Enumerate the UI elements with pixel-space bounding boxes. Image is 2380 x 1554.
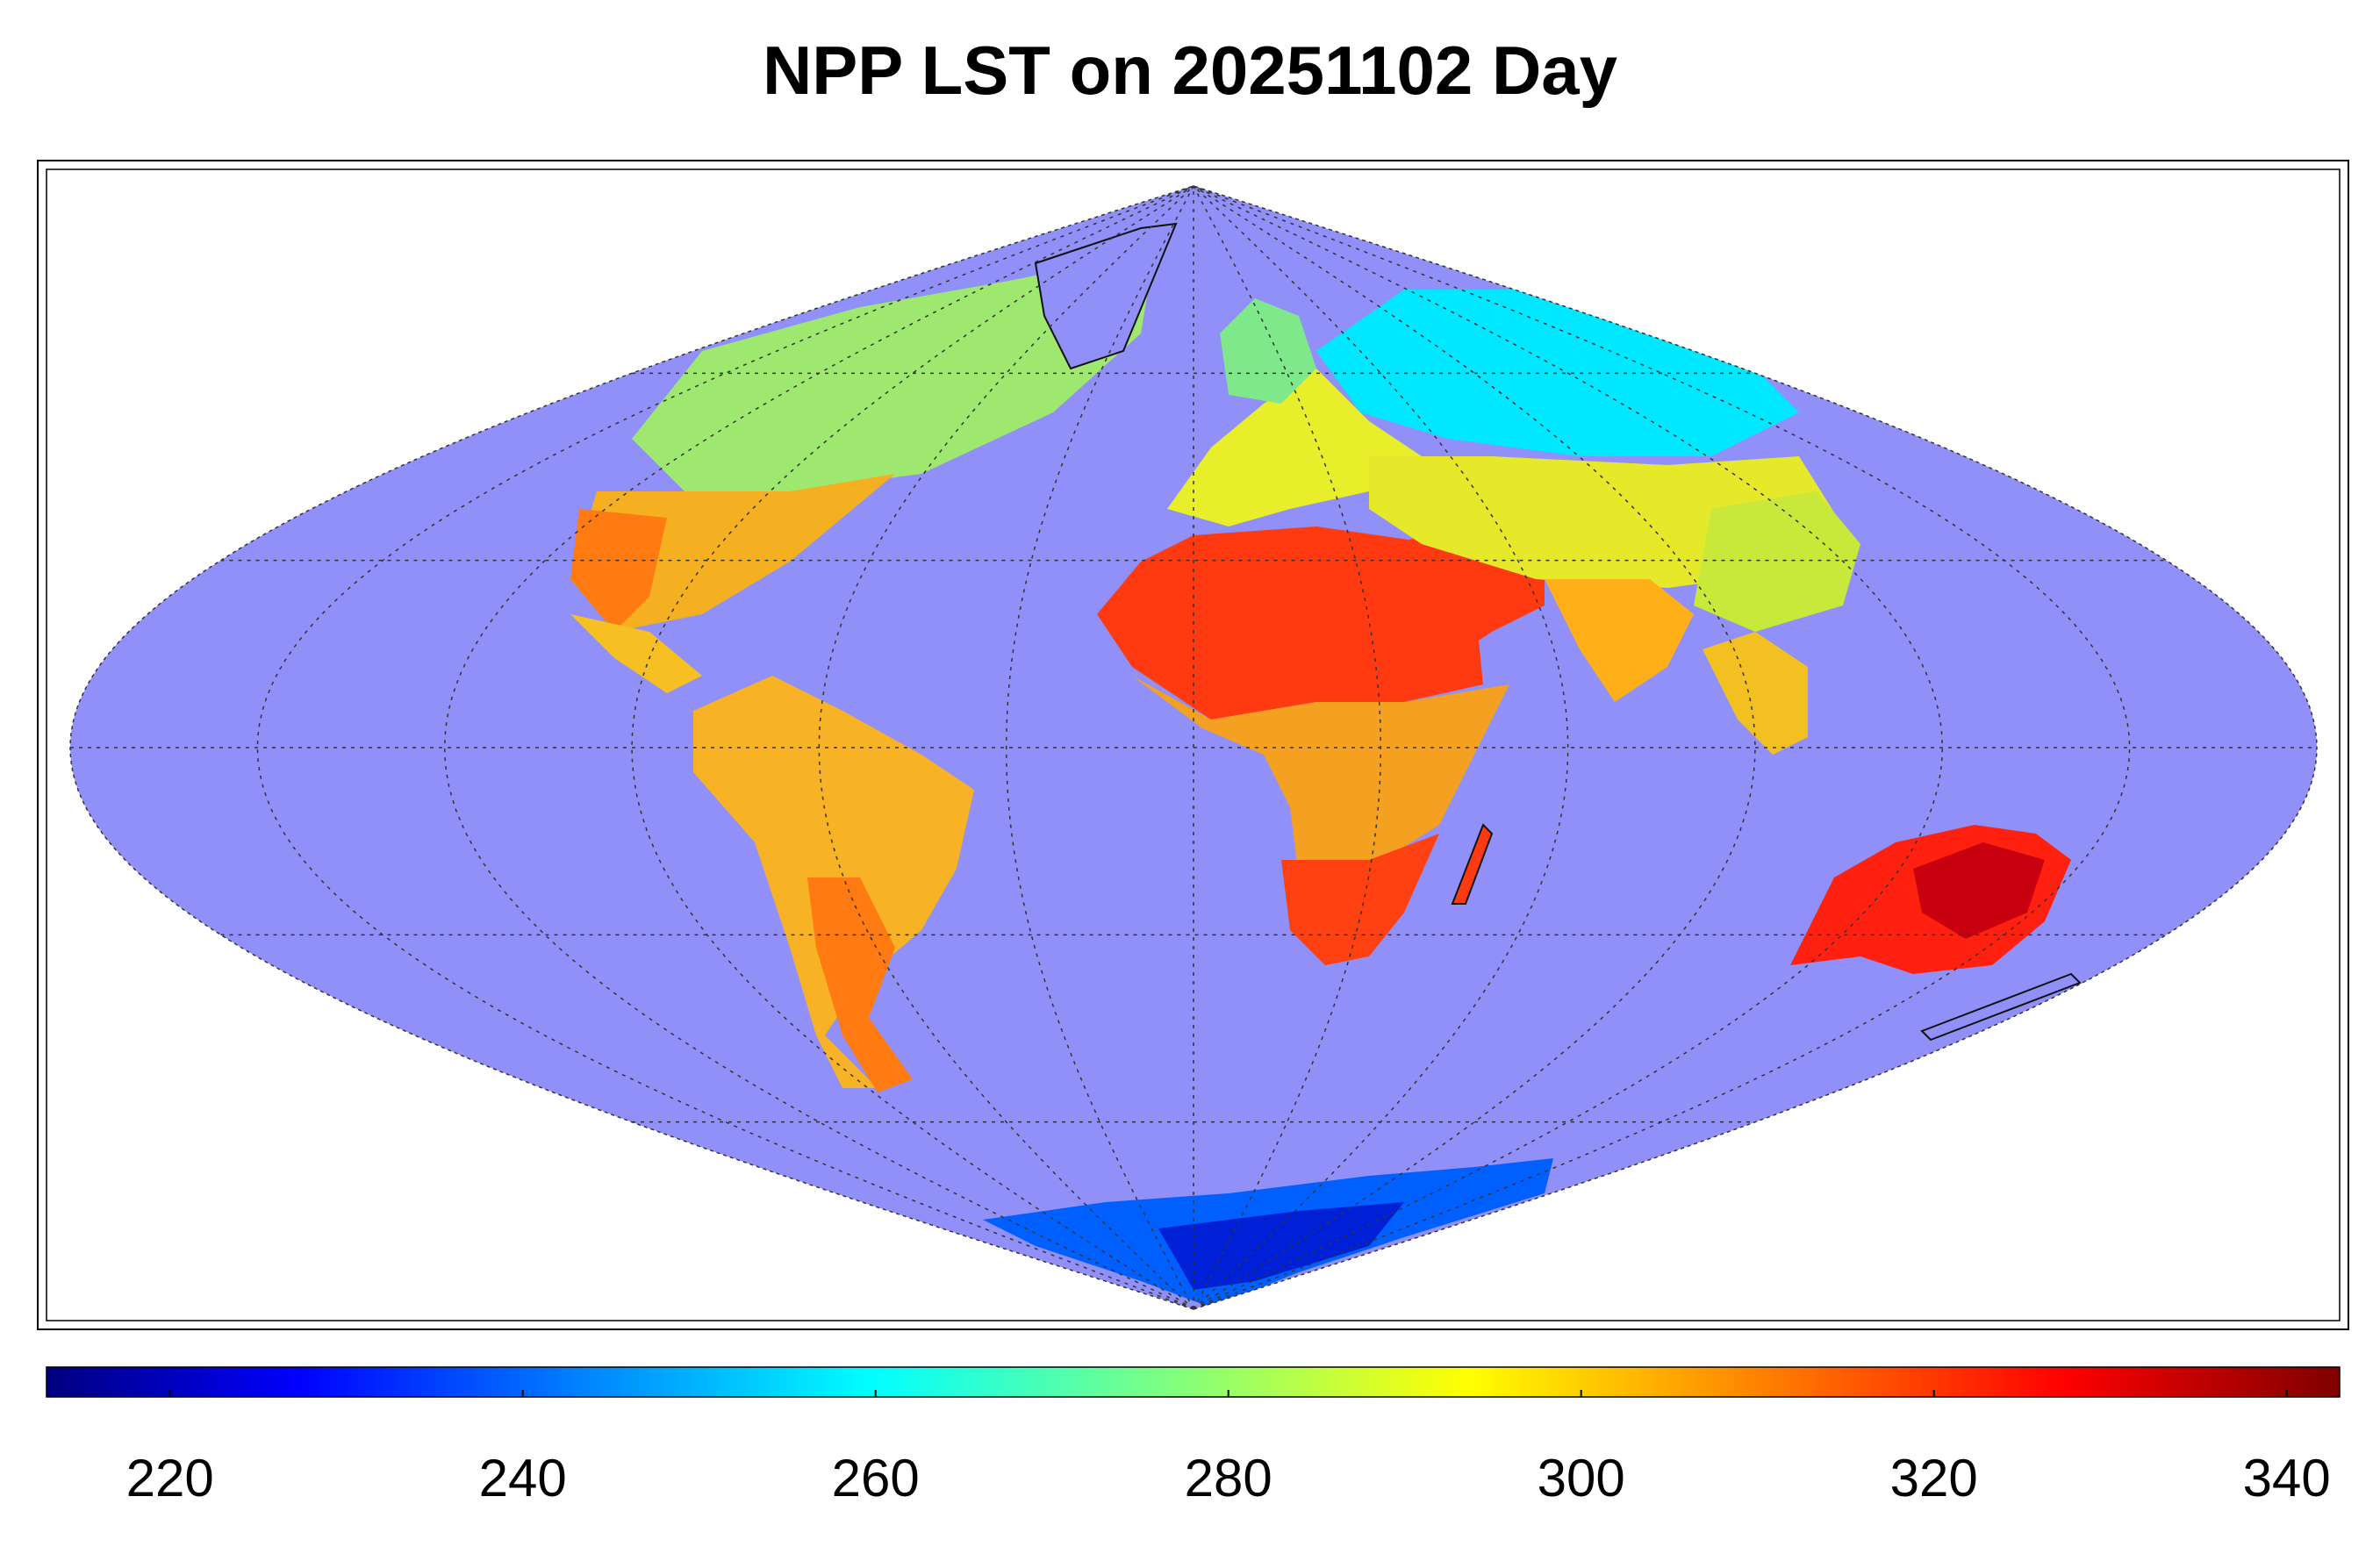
usa-southwest-land — [570, 509, 667, 632]
europe-land — [1167, 369, 1422, 526]
meridian-line — [1005, 185, 1194, 1310]
greenland-land — [1034, 222, 1178, 370]
india-land — [1545, 579, 1694, 702]
colorbar-tick-label: 220 — [125, 1449, 214, 1507]
madagascar-land — [1451, 823, 1494, 905]
meridian-line — [443, 185, 1194, 1310]
meridian-line — [1193, 185, 1569, 1310]
colorbar-ticks — [168, 1390, 2288, 1397]
scandinavia-land — [1220, 298, 1316, 404]
page-title: NPP LST on 20251102 Day — [762, 32, 1618, 109]
australia-core-land — [1913, 842, 2045, 939]
colorbar — [46, 1366, 2341, 1398]
southern-africa-land — [1281, 834, 1439, 965]
southeast-asia-land — [1703, 632, 1808, 755]
colorbar-tick-label: 240 — [478, 1449, 567, 1507]
central-africa-land — [1132, 676, 1509, 877]
colorbar-tick-label: 280 — [1184, 1449, 1272, 1507]
meridian-line — [1193, 185, 1944, 1310]
new-zealand-land — [1920, 972, 2082, 1042]
north-africa-land — [1097, 526, 1483, 720]
meridian-line — [1193, 185, 1382, 1310]
colorbar-tick-label: 300 — [1537, 1449, 1625, 1507]
land-layer — [570, 222, 2082, 1307]
patagonia-land — [807, 877, 913, 1092]
mexico-land — [570, 614, 702, 693]
colorbar-labels: 220 240 260 280 300 320 340 — [0, 1439, 2380, 1518]
usa-land — [570, 474, 895, 632]
meridian-line — [818, 185, 1194, 1310]
graticule — [70, 185, 2317, 1310]
colorbar-tick-label: 320 — [1889, 1449, 1978, 1507]
map-frame-outer — [37, 160, 2349, 1330]
colorbar-tick-label: 340 — [2242, 1449, 2331, 1507]
map-frame-inner — [46, 168, 2341, 1321]
east-asia-land — [1694, 491, 1860, 632]
canada-land — [632, 228, 1158, 491]
antarctica-core-land — [1158, 1202, 1404, 1290]
colorbar-tick-label: 260 — [831, 1449, 920, 1507]
